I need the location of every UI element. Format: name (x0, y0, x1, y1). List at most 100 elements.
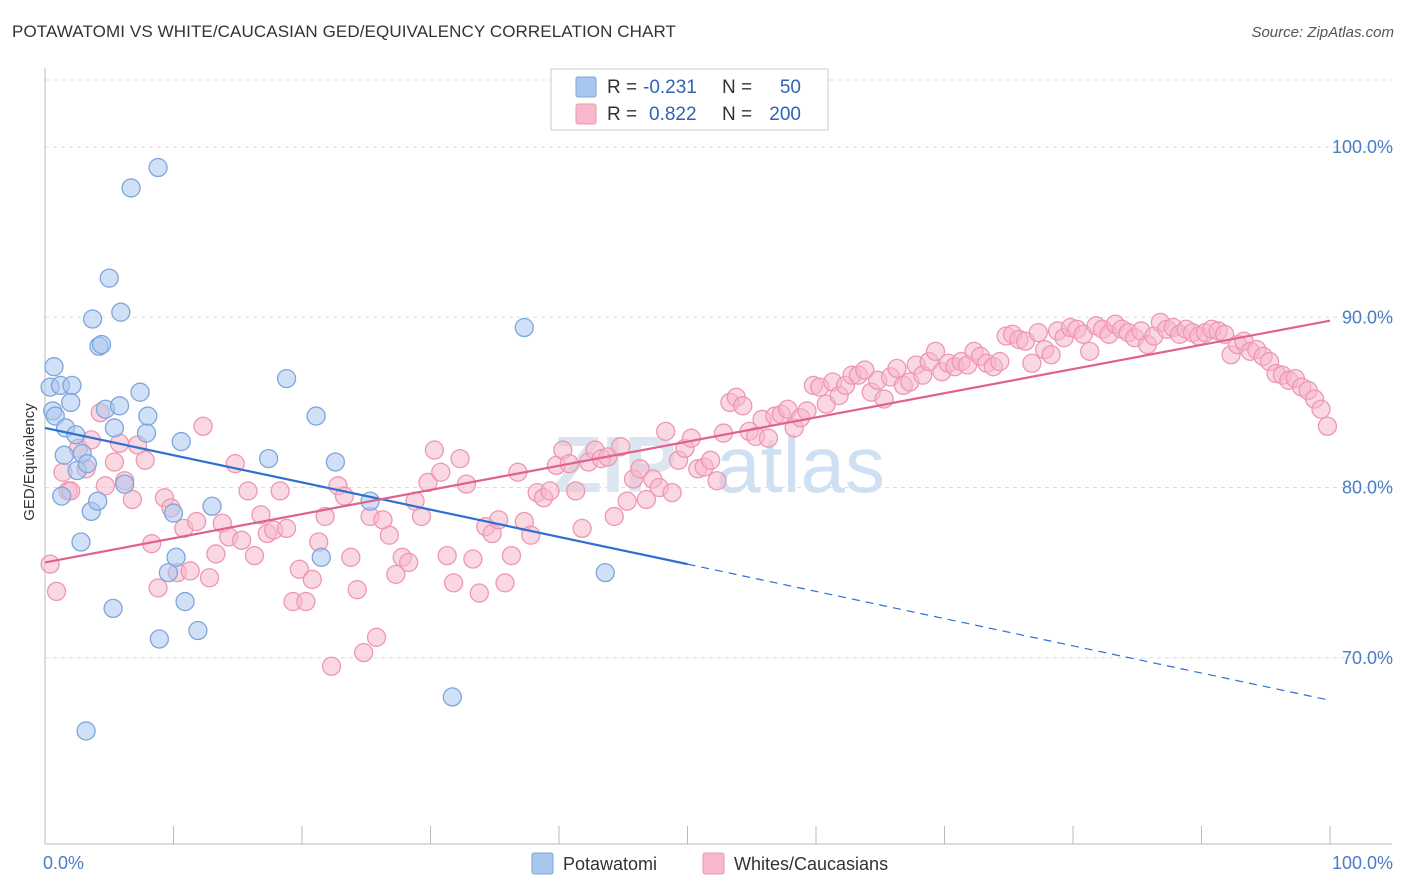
whites-point (431, 462, 451, 482)
y-axis-label: GED/Equivalency (21, 403, 38, 521)
y-tick-label-100: 100.0% (1332, 137, 1393, 157)
potawatomi-point (76, 721, 96, 741)
potawatomi-point (130, 382, 150, 402)
whites-point (495, 573, 515, 593)
potawatomi-point (62, 375, 82, 396)
whites-point (925, 341, 946, 362)
legend-n-value-1: 50 (780, 77, 801, 98)
whites-point (231, 530, 252, 550)
whites-point (244, 545, 265, 566)
whites-point (636, 489, 657, 510)
whites-point (437, 545, 457, 566)
whites-point (289, 559, 310, 579)
potawatomi-point (175, 591, 195, 612)
whites-point (40, 554, 60, 574)
potawatomi-point (121, 178, 141, 198)
legend-swatch-whites (575, 103, 597, 125)
legend-r-label-2: R = (607, 104, 637, 125)
whites-point (887, 358, 907, 379)
whites-point (302, 569, 322, 590)
potawatomi-point (82, 309, 103, 329)
stats-legend: R = -0.231 N = 50 R = 0.822 N = 200 (550, 68, 829, 131)
whites-point (341, 547, 361, 567)
axes (44, 68, 1392, 845)
whites-point (386, 564, 406, 584)
legend-r-value-1: -0.231 (643, 77, 697, 98)
stats-legend-box (550, 68, 829, 131)
potawatomi-point (171, 431, 191, 452)
whites-point (700, 450, 721, 470)
potawatomi-point (306, 406, 326, 426)
trend-line-potawatomi-solid (44, 426, 688, 566)
whites-point (758, 428, 779, 448)
potawatomi-point (163, 503, 184, 523)
whites-point (104, 452, 125, 472)
whites-point (1028, 322, 1048, 343)
potawatomi-point (61, 392, 81, 413)
whites-point (540, 481, 560, 501)
legend-r-value-2: 0.822 (649, 104, 697, 125)
potawatomi-point (52, 486, 72, 506)
whites-point (1041, 345, 1061, 365)
potawatomi-point (514, 317, 534, 338)
whites-point (681, 428, 702, 448)
whites-point (1080, 341, 1100, 362)
whites-point (1311, 399, 1331, 419)
whites-point (990, 351, 1010, 372)
potawatomi-point (311, 547, 331, 567)
chart-title: POTAWATOMI VS WHITE/CAUCASIAN GED/EQUIVA… (12, 22, 677, 41)
whites-point (611, 437, 631, 457)
potawatomi-point (158, 562, 179, 583)
trend-line-whites (44, 319, 1331, 564)
tick-labels: 70.0% 80.0% 90.0% 100.0% 0.0% 100.0% (43, 137, 1393, 873)
whites-point (193, 416, 213, 436)
potawatomi-point (71, 532, 91, 552)
series-whites-caucasians (40, 312, 1338, 676)
potawatomi-point (88, 491, 108, 511)
y-tick-label-90: 90.0% (1342, 307, 1393, 327)
whites-point (424, 440, 445, 460)
whites-point (566, 481, 586, 501)
potawatomi-point (44, 357, 64, 377)
whites-point (366, 627, 387, 647)
series-legend: Potawatomi Whites/Caucasians (531, 852, 888, 875)
whites-point (469, 583, 489, 603)
potawatomi-point (54, 445, 74, 465)
whites-point (315, 506, 335, 527)
x-tick-label-start: 0.0% (43, 853, 84, 873)
series-potawatomi (40, 157, 615, 741)
potawatomi-point (276, 368, 297, 389)
potawatomi-point (103, 598, 123, 619)
whites-point (1022, 353, 1042, 373)
potawatomi-point (91, 334, 112, 355)
whites-point (656, 421, 676, 442)
source-credit: Source: ZipAtlas.com (1251, 24, 1394, 41)
potawatomi-point (99, 268, 119, 288)
whites-point (276, 518, 297, 539)
whites-point (238, 481, 258, 501)
potawatomi-point (136, 423, 157, 443)
whites-point (443, 573, 464, 593)
whites-point (122, 489, 143, 510)
potawatomi-point (325, 452, 346, 472)
bottom-legend-swatch-whites (702, 852, 725, 875)
y-tick-label-70: 70.0% (1342, 648, 1393, 668)
whites-point (186, 511, 207, 532)
whites-point (148, 578, 168, 598)
potawatomi-point (115, 474, 135, 494)
whites-point (206, 544, 226, 564)
x-tick-label-end: 100.0% (1332, 853, 1393, 873)
y-tick-label-80: 80.0% (1342, 478, 1393, 498)
whites-point (572, 518, 592, 539)
whites-point (270, 481, 290, 501)
whites-point (1317, 416, 1338, 436)
potawatomi-point (202, 496, 222, 516)
potawatomi-point (109, 396, 130, 416)
whites-point (180, 561, 200, 581)
potawatomi-point (111, 302, 131, 322)
whites-point (95, 476, 116, 496)
potawatomi-point (138, 406, 158, 426)
whites-point (321, 656, 342, 676)
trend-line-potawatomi-dashed (687, 563, 1331, 701)
